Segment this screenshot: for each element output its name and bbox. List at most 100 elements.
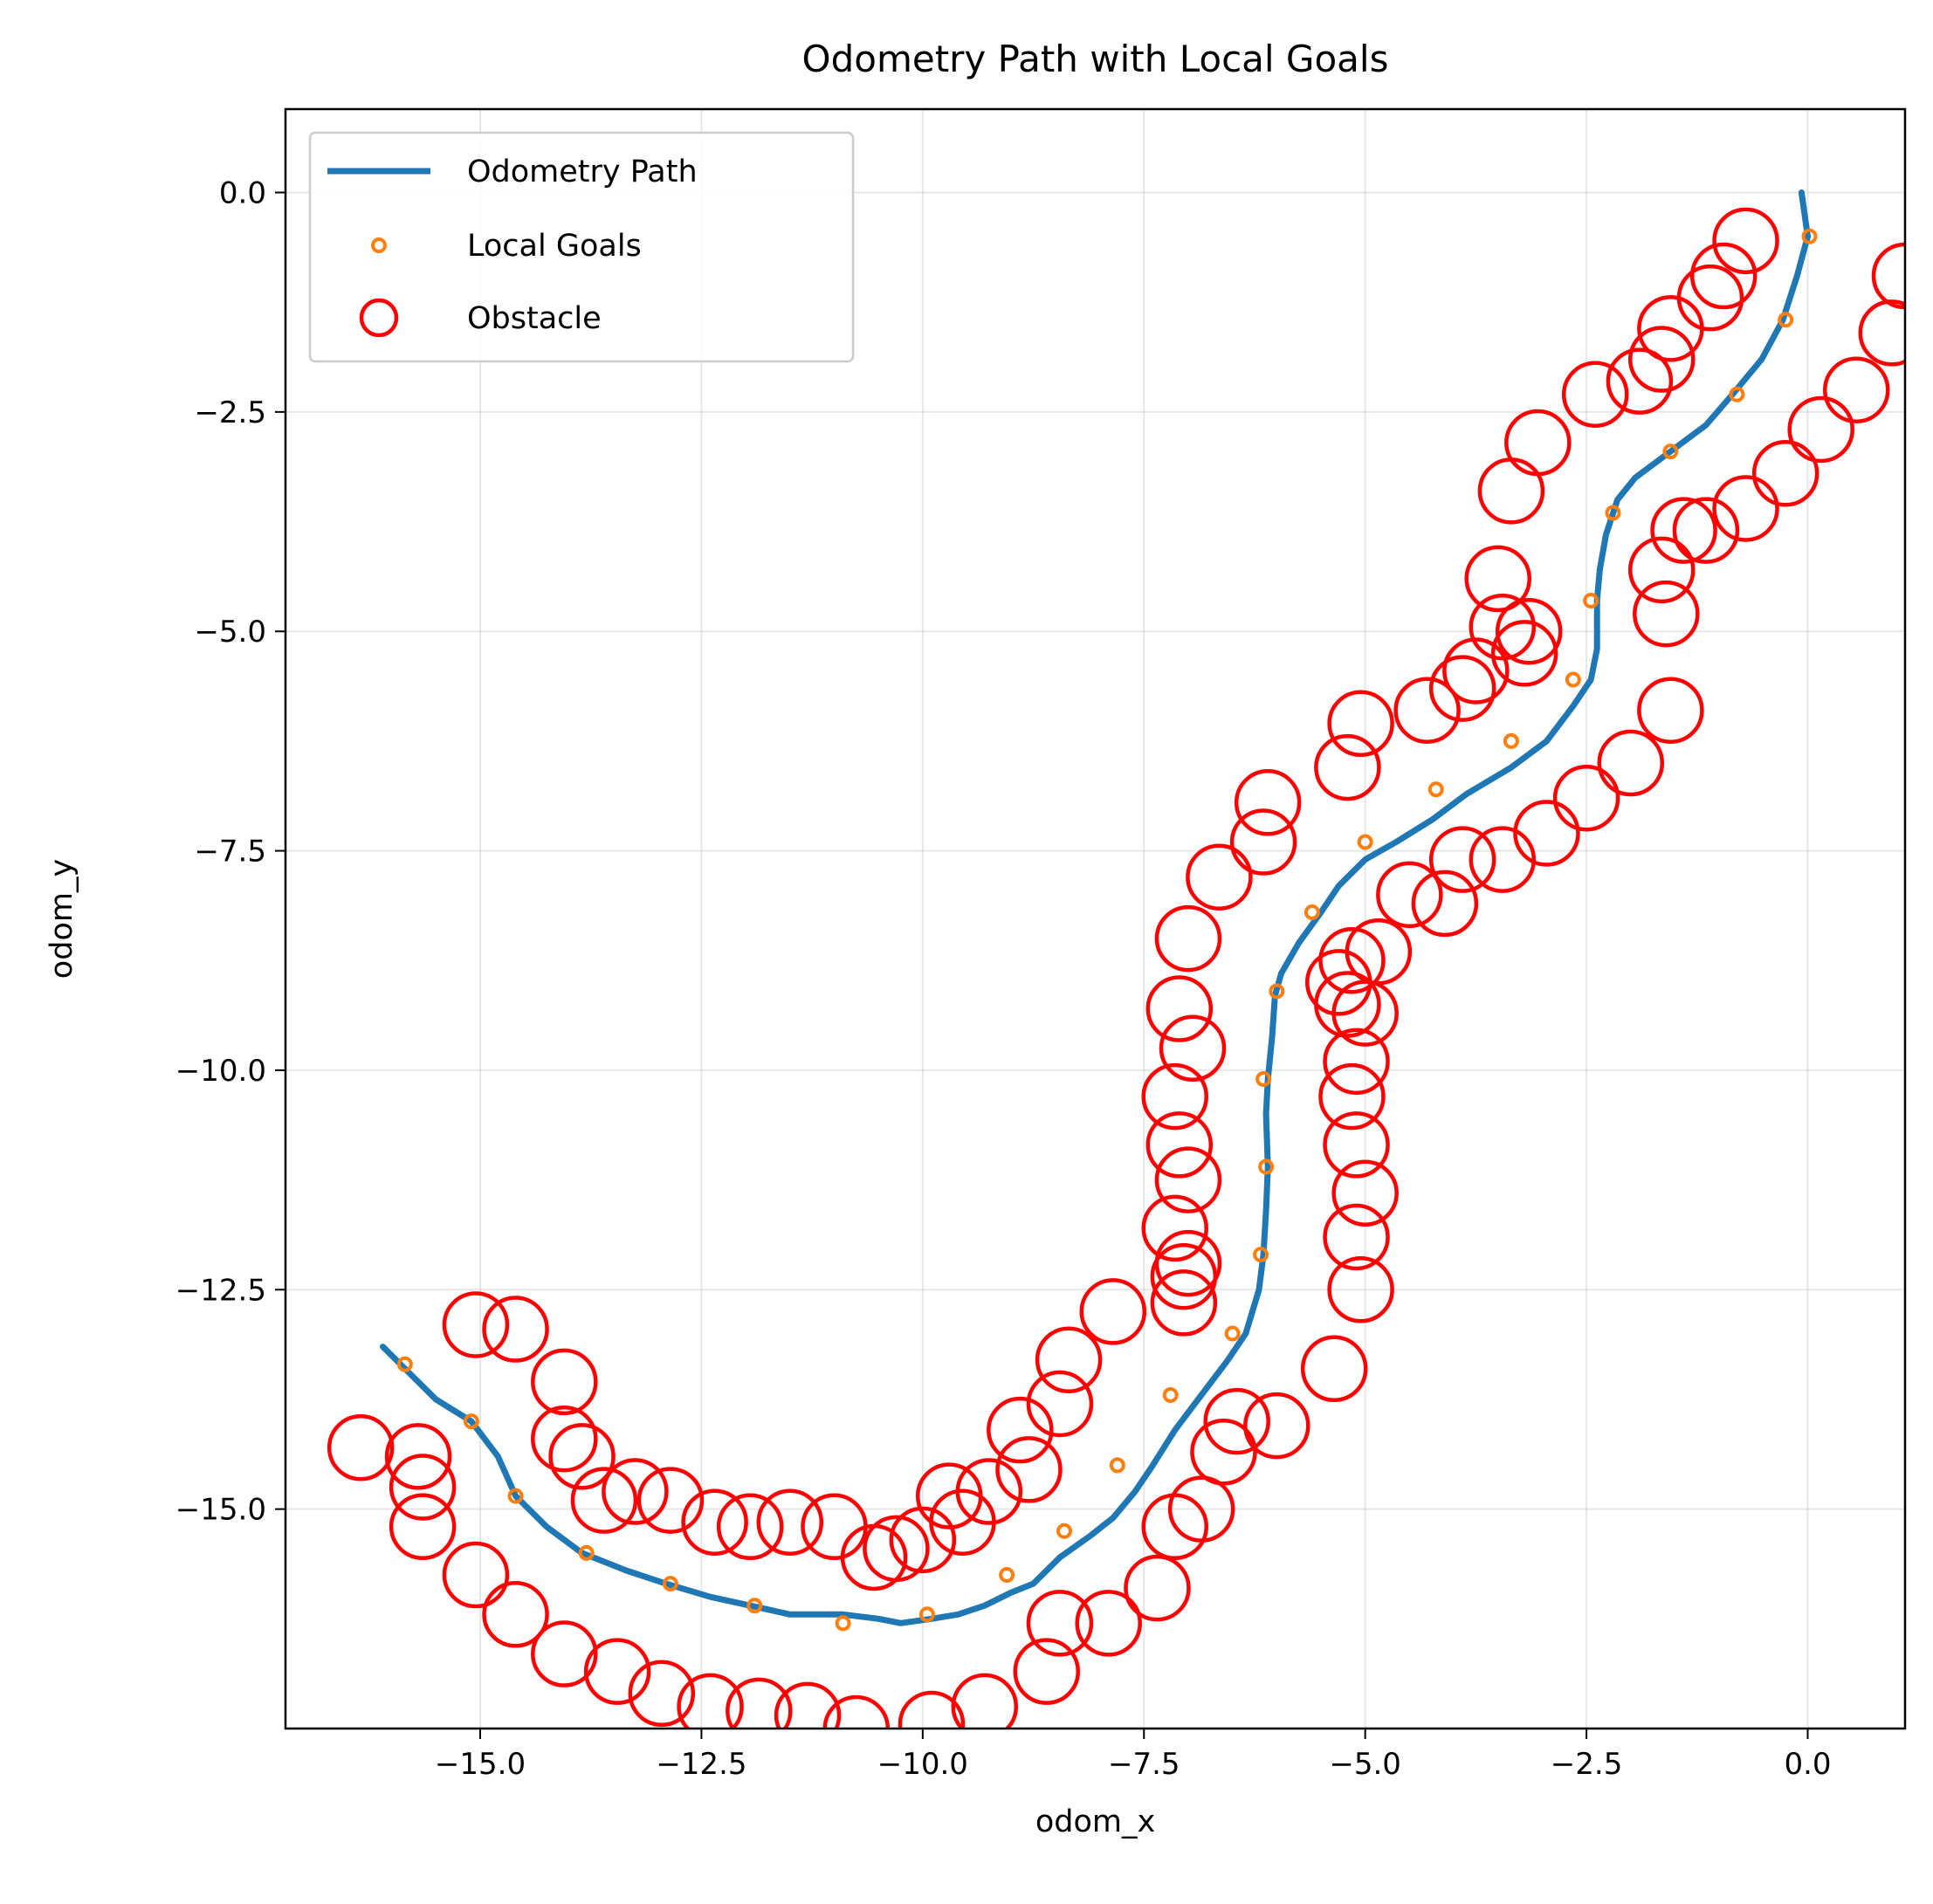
- obstacle-point: [1495, 597, 1563, 665]
- local-goal-point: [1304, 904, 1320, 920]
- obstacle-point: [1689, 242, 1758, 310]
- obstacle-point: [726, 1677, 793, 1729]
- odometry-path-line: [380, 189, 1811, 1626]
- obstacle-point: [570, 1467, 638, 1534]
- x-tick-label: −2.5: [1551, 1747, 1623, 1782]
- legend: Odometry Path Local Goals Obstacle: [308, 131, 855, 363]
- local-goal-point: [507, 1488, 524, 1504]
- x-tick-label: −10.0: [877, 1747, 968, 1782]
- legend-box: [308, 131, 855, 363]
- obstacle-point: [951, 1673, 1019, 1729]
- obstacle-point: [1597, 729, 1665, 797]
- legend-swatch-obstacle: [359, 298, 399, 338]
- obstacle-point: [583, 1638, 651, 1705]
- obstacle-point: [1751, 439, 1819, 507]
- local-goal-point: [662, 1576, 678, 1592]
- obstacle-point: [1026, 1590, 1094, 1657]
- obstacle-point: [327, 1414, 395, 1481]
- x-axis-label: odom_x: [1035, 1804, 1155, 1839]
- obstacle-point: [1627, 536, 1696, 604]
- obstacle-point: [1464, 545, 1531, 613]
- obstacle-point: [1141, 1493, 1208, 1561]
- obstacle-point: [1376, 861, 1443, 929]
- x-axis: −15.0 −12.5 −10.0 −7.5 −5.0 −2.5 0.0: [435, 1729, 1832, 1782]
- obstacle-point: [774, 1681, 842, 1729]
- y-axis-label: odom_y: [45, 859, 79, 979]
- local-goal-point: [746, 1598, 763, 1614]
- obstacle-point: [822, 1694, 891, 1729]
- chart-title: Odometry Path with Local Goals: [802, 38, 1389, 80]
- obstacle-point: [1145, 1111, 1214, 1179]
- local-goals-series: [396, 228, 1818, 1632]
- obstacle-point: [1393, 677, 1461, 744]
- local-goal-point: [1583, 593, 1599, 609]
- local-goal-point: [1565, 671, 1581, 688]
- obstacle-point: [1345, 918, 1413, 986]
- obstacle-point: [1513, 800, 1580, 867]
- local-goal-point: [1729, 386, 1745, 402]
- obstacle-point: [681, 1488, 748, 1556]
- local-goal-point: [1253, 1247, 1269, 1263]
- local-goal-point: [999, 1567, 1015, 1584]
- y-tick-label: −7.5: [194, 835, 266, 870]
- legend-label-local-goals: Local Goals: [467, 229, 642, 264]
- obstacle-point: [1318, 1062, 1386, 1131]
- y-tick-label: −12.5: [175, 1273, 266, 1308]
- obstacle-point: [1504, 409, 1572, 477]
- obstacle-point: [1327, 690, 1394, 758]
- obstacle-point: [1633, 580, 1700, 648]
- obstacle-point: [1141, 1194, 1208, 1262]
- obstacle-point: [1026, 1370, 1094, 1438]
- obstacle-point: [677, 1673, 744, 1729]
- obstacle-point: [389, 1493, 457, 1561]
- grid: [285, 109, 1905, 1729]
- obstacle-point: [1154, 1146, 1222, 1213]
- obstacle-point: [1323, 1203, 1390, 1271]
- obstacle-point: [1327, 1256, 1394, 1323]
- obstacle-point: [1871, 242, 1905, 310]
- obstacle-point: [1676, 264, 1744, 332]
- local-goal-point: [918, 1606, 935, 1623]
- obstacle-point: [1186, 843, 1253, 911]
- local-goal-point: [1778, 312, 1794, 328]
- obstacle-point: [1477, 457, 1545, 525]
- obstacle-point: [898, 1690, 966, 1729]
- obstacle-point: [1300, 1335, 1368, 1403]
- obstacle-point: [1428, 655, 1496, 722]
- legend-swatch-local-goals: [371, 237, 387, 253]
- obstacle-point: [915, 1462, 983, 1529]
- x-tick-label: 0.0: [1784, 1747, 1831, 1782]
- obstacle-point: [442, 1541, 510, 1609]
- y-axis: 0.0 −2.5 −5.0 −7.5 −10.0 −12.5 −15.0: [175, 176, 285, 1528]
- obstacle-point: [1150, 1269, 1218, 1337]
- obstacle-point: [1154, 904, 1222, 973]
- obstacle-point: [1712, 207, 1779, 275]
- obstacle-point: [482, 1581, 549, 1648]
- obstacle-point: [1203, 1387, 1270, 1455]
- local-goal-point: [1427, 781, 1444, 798]
- obstacle-point: [1637, 677, 1704, 744]
- obstacle-point: [1323, 1111, 1390, 1179]
- obstacle-point: [889, 1506, 957, 1574]
- obstacle-point: [1627, 326, 1696, 393]
- local-goal-point: [1162, 1386, 1179, 1403]
- obstacle-point: [531, 1405, 598, 1473]
- obstacle-point: [1637, 295, 1704, 362]
- x-tick-label: −7.5: [1108, 1747, 1180, 1782]
- plot-frame: [284, 107, 1907, 1730]
- local-goal-point: [1224, 1325, 1241, 1342]
- local-goal-point: [1255, 1070, 1272, 1087]
- odometry-path-series: [380, 189, 1811, 1626]
- obstacle-point: [1552, 765, 1620, 832]
- obstacle-point: [389, 1454, 457, 1521]
- obstacle-point: [1650, 497, 1717, 564]
- obstacle-point: [1428, 826, 1496, 893]
- plot-area: [327, 189, 1905, 1729]
- obstacle-point: [1331, 1159, 1399, 1227]
- local-goal-point: [463, 1413, 479, 1430]
- obstacle-point: [1075, 1590, 1142, 1657]
- obstacle-point: [1712, 475, 1779, 542]
- obstacle-point: [1561, 361, 1629, 429]
- local-goal-point: [396, 1356, 413, 1372]
- y-tick-label: −2.5: [194, 395, 266, 430]
